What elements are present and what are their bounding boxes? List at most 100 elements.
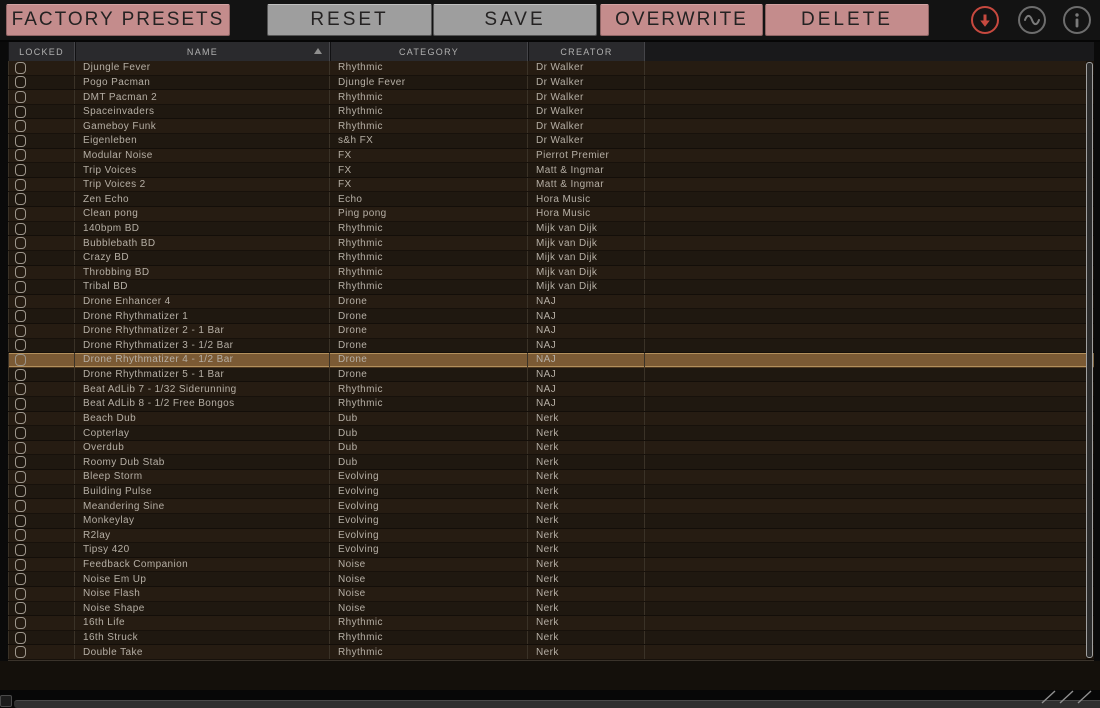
table-row[interactable]: R2lay Evolving Nerk xyxy=(8,528,1094,544)
locked-checkbox[interactable] xyxy=(15,222,26,235)
locked-checkbox[interactable] xyxy=(15,587,26,600)
column-header-locked[interactable]: LOCKED xyxy=(8,42,75,61)
locked-checkbox[interactable] xyxy=(15,76,26,89)
locked-checkbox[interactable] xyxy=(15,456,26,469)
locked-checkbox[interactable] xyxy=(15,266,26,279)
download-icon[interactable] xyxy=(971,6,999,34)
table-row[interactable]: Clean pong Ping pong Hora Music xyxy=(8,207,1094,222)
locked-checkbox[interactable] xyxy=(15,470,26,483)
table-row[interactable]: DMT Pacman 2 Rhythmic Dr Walker xyxy=(8,90,1094,105)
locked-checkbox[interactable] xyxy=(15,573,26,586)
delete-button[interactable]: DELETE xyxy=(765,4,929,36)
locked-checkbox[interactable] xyxy=(15,529,26,542)
table-row[interactable]: Noise Shape Noise Nerk xyxy=(8,601,1094,617)
column-header-name[interactable]: NAME xyxy=(75,42,330,61)
locked-checkbox[interactable] xyxy=(15,602,26,615)
locked-checkbox[interactable] xyxy=(15,237,26,250)
bottom-left-knob[interactable] xyxy=(0,695,12,707)
locked-checkbox[interactable] xyxy=(15,164,26,177)
table-row[interactable]: Drone Enhancer 4 Drone NAJ xyxy=(8,294,1094,310)
table-row[interactable]: Spaceinvaders Rhythmic Dr Walker xyxy=(8,104,1094,120)
table-row[interactable]: Beach Dub Dub Nerk xyxy=(8,411,1094,427)
locked-checkbox[interactable] xyxy=(15,324,26,337)
reset-button[interactable]: RESET xyxy=(267,4,432,36)
save-button[interactable]: SAVE xyxy=(433,4,597,36)
table-row[interactable]: Eigenleben s&h FX Dr Walker xyxy=(8,134,1094,149)
locked-checkbox[interactable] xyxy=(15,427,26,440)
table-row[interactable]: Beat AdLib 7 - 1/32 Siderunning Rhythmic… xyxy=(8,382,1094,398)
locked-checkbox[interactable] xyxy=(15,178,26,191)
table-row[interactable]: Roomy Dub Stab Dub Nerk xyxy=(8,455,1094,471)
locked-checkbox[interactable] xyxy=(15,310,26,323)
locked-checkbox[interactable] xyxy=(15,558,26,571)
overwrite-button[interactable]: OVERWRITE xyxy=(600,4,763,36)
table-row[interactable]: Gameboy Funk Rhythmic Dr Walker xyxy=(8,119,1094,135)
table-row[interactable]: Tipsy 420 Evolving Nerk xyxy=(8,543,1094,558)
table-row[interactable]: Noise Em Up Noise Nerk xyxy=(8,572,1094,587)
table-row[interactable]: Crazy BD Rhythmic Mijk van Dijk xyxy=(8,250,1094,266)
row-filler xyxy=(645,645,1094,659)
table-row[interactable]: Drone Rhythmatizer 1 Drone NAJ xyxy=(8,309,1094,324)
table-row[interactable]: Bleep Storm Evolving Nerk xyxy=(8,470,1094,485)
horizontal-scrollbar[interactable] xyxy=(14,700,1100,708)
table-row[interactable]: Double Take Rhythmic Nerk xyxy=(8,645,1094,660)
table-row[interactable]: Noise Flash Noise Nerk xyxy=(8,586,1094,602)
table-row[interactable]: Modular Noise FX Pierrot Premier xyxy=(8,148,1094,164)
vertical-scrollbar-thumb[interactable] xyxy=(1086,62,1093,658)
locked-checkbox[interactable] xyxy=(15,616,26,629)
locked-checkbox[interactable] xyxy=(15,280,26,293)
locked-checkbox[interactable] xyxy=(15,193,26,206)
table-row[interactable]: Drone Rhythmatizer 3 - 1/2 Bar Drone NAJ xyxy=(8,338,1094,354)
table-row[interactable]: Beat AdLib 8 - 1/2 Free Bongos Rhythmic … xyxy=(8,397,1094,412)
locked-checkbox[interactable] xyxy=(15,149,26,162)
column-header-category[interactable]: CATEGORY xyxy=(330,42,528,61)
locked-checkbox[interactable] xyxy=(15,543,26,556)
table-row[interactable]: Building Pulse Evolving Nerk xyxy=(8,484,1094,500)
table-row[interactable]: Pogo Pacman Djungle Fever Dr Walker xyxy=(8,75,1094,91)
locked-checkbox[interactable] xyxy=(15,339,26,352)
locked-checkbox[interactable] xyxy=(15,646,26,659)
locked-checkbox[interactable] xyxy=(15,353,26,366)
locked-checkbox[interactable] xyxy=(15,134,26,147)
locked-checkbox[interactable] xyxy=(15,368,26,381)
table-row[interactable]: Drone Rhythmatizer 5 - 1 Bar Drone NAJ xyxy=(8,367,1094,383)
table-row[interactable]: Trip Voices 2 FX Matt & Ingmar xyxy=(8,177,1094,193)
column-header-creator[interactable]: CREATOR xyxy=(528,42,645,61)
locked-checkbox[interactable] xyxy=(15,383,26,396)
table-row[interactable]: Tribal BD Rhythmic Mijk van Dijk xyxy=(8,280,1094,295)
table-row[interactable]: Trip Voices FX Matt & Ingmar xyxy=(8,163,1094,178)
table-row[interactable]: Drone Rhythmatizer 2 - 1 Bar Drone NAJ xyxy=(8,323,1094,339)
table-row[interactable]: Monkeylay Evolving Nerk xyxy=(8,513,1094,529)
table-row[interactable]: 16th Life Rhythmic Nerk xyxy=(8,616,1094,631)
table-row[interactable]: Drone Rhythmatizer 4 - 1/2 Bar Drone NAJ xyxy=(8,353,1094,368)
resize-grip-icon[interactable] xyxy=(1036,690,1094,704)
info-icon[interactable] xyxy=(1063,6,1091,34)
locked-checkbox[interactable] xyxy=(15,441,26,454)
locked-checkbox[interactable] xyxy=(15,397,26,410)
locked-checkbox[interactable] xyxy=(15,105,26,118)
locked-checkbox[interactable] xyxy=(15,485,26,498)
locked-checkbox[interactable] xyxy=(15,251,26,264)
table-row[interactable]: Overdub Dub Nerk xyxy=(8,440,1094,456)
locked-cell xyxy=(8,586,75,601)
locked-checkbox[interactable] xyxy=(15,514,26,527)
table-row[interactable]: Copterlay Dub Nerk xyxy=(8,426,1094,441)
sine-wave-icon[interactable] xyxy=(1018,6,1046,34)
table-row[interactable]: Feedback Companion Noise Nerk xyxy=(8,557,1094,573)
table-row[interactable]: Bubblebath BD Rhythmic Mijk van Dijk xyxy=(8,236,1094,251)
table-row[interactable]: 16th Struck Rhythmic Nerk xyxy=(8,630,1094,646)
table-row[interactable]: Zen Echo Echo Hora Music xyxy=(8,192,1094,208)
table-row[interactable]: Djungle Fever Rhythmic Dr Walker xyxy=(8,61,1094,76)
locked-checkbox[interactable] xyxy=(15,91,26,104)
table-row[interactable]: Throbbing BD Rhythmic Mijk van Dijk xyxy=(8,265,1094,281)
locked-checkbox[interactable] xyxy=(15,207,26,220)
table-row[interactable]: Meandering Sine Evolving Nerk xyxy=(8,499,1094,514)
factory-presets-bank-button[interactable]: FACTORY PRESETS xyxy=(6,4,230,36)
locked-checkbox[interactable] xyxy=(15,500,26,513)
locked-checkbox[interactable] xyxy=(15,61,26,74)
table-row[interactable]: 140bpm BD Rhythmic Mijk van Dijk xyxy=(8,221,1094,237)
locked-checkbox[interactable] xyxy=(15,412,26,425)
locked-checkbox[interactable] xyxy=(15,631,26,644)
locked-checkbox[interactable] xyxy=(15,120,26,133)
locked-checkbox[interactable] xyxy=(15,295,26,308)
